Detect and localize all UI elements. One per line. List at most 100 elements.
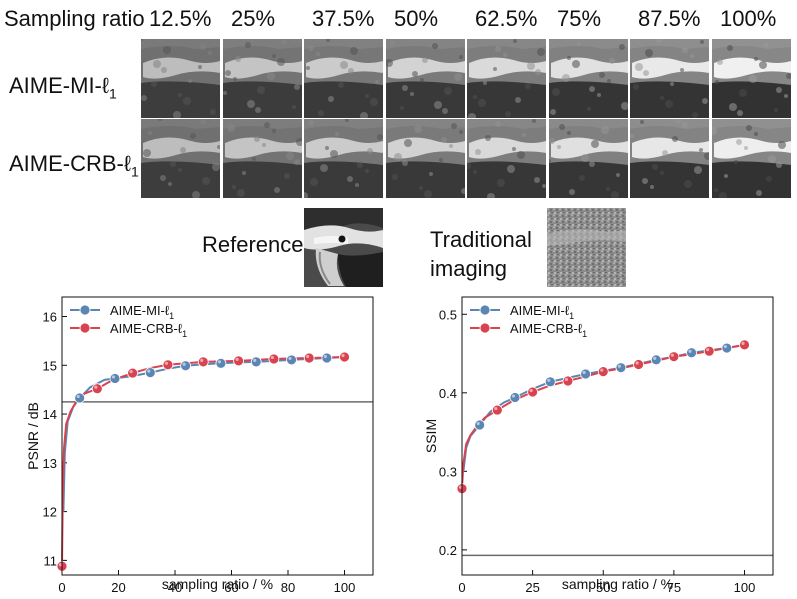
psnr-point-highlight-mi-4: [217, 360, 222, 364]
ssim-point-mi-4: [615, 362, 627, 374]
reconstruction-crb-2: [304, 119, 383, 198]
ssim-point-highlight-crb-7: [706, 348, 710, 352]
traditional-imaging-label: Traditional imaging: [430, 227, 532, 281]
reconstruction-mi-5: [549, 39, 628, 118]
ssim-chart: 0 25 50 75 100 0.2 0.3 0.4 0.5 AIME-MI-ℓ1AIME-CRB…: [423, 296, 774, 595]
reconstruction-mi-3: [386, 39, 465, 118]
ssim-legend-label-0: AIME-MI-ℓ1: [510, 303, 574, 321]
ssim-xtick-label-3: 75: [667, 580, 681, 595]
psnr-xlabel: sampling ratio / %: [162, 576, 273, 592]
ssim-xtick-label-1: 25: [525, 580, 539, 595]
reconstruction-mi-1: [223, 39, 302, 118]
ratio-header-6: 87.5%: [638, 6, 701, 31]
psnr-ytick-label-3: 14: [43, 407, 57, 422]
psnr-point-highlight-mi-1: [111, 375, 116, 379]
reconstruction-mi-6: [630, 39, 709, 118]
ssim-point-highlight-crb-6: [670, 353, 674, 357]
reconstruction-crb-1: [223, 119, 302, 198]
psnr-xtick-label-5: 100: [334, 580, 356, 595]
row-label-aime-mi: AIME-MI-ℓ1: [9, 73, 117, 102]
row-label-aime-crb: AIME-CRB-ℓ1: [9, 151, 139, 180]
ssim-point-mi-1: [509, 392, 521, 403]
psnr-point-highlight-crb-3: [164, 361, 169, 365]
ssim-point-highlight-crb-3: [564, 377, 569, 382]
ssim-point-mi-0: [474, 419, 486, 431]
psnr-legend-marker-1: [79, 322, 91, 334]
reconstruction-crb-5: [549, 119, 628, 198]
psnr-xtick-label-3: 60: [224, 580, 238, 595]
ssim-point-highlight-crb-4: [600, 368, 604, 372]
psnr-point-crb-6: [268, 353, 280, 365]
psnr-point-crb-1: [91, 383, 103, 395]
psnr-point-mi-1: [109, 373, 121, 384]
ssim-xlabel: sampling ratio / %: [562, 576, 673, 592]
psnr-ylabel: PSNR / dB: [25, 402, 41, 470]
ssim-ytick-label-0: 0.2: [439, 543, 457, 558]
psnr-xtick-label-0: 0: [58, 580, 65, 595]
sampling-ratio-header: Sampling ratio: [4, 6, 145, 31]
psnr-frame: [61, 296, 374, 576]
psnr-point-crb-3: [162, 359, 174, 371]
ssim-point-crb-2: [527, 386, 539, 398]
psnr-point-mi-2: [144, 367, 156, 378]
ssim-ytick-label-2: 0.4: [439, 386, 457, 401]
psnr-point-mi-0: [74, 392, 86, 404]
ssim-legend-marker-1: [479, 322, 491, 334]
ssim-point-crb-5: [633, 359, 644, 370]
psnr-ytick-label-4: 15: [43, 358, 57, 373]
ssim-point-mi-7: [721, 342, 733, 354]
psnr-point-crb-7: [303, 352, 315, 364]
psnr-legend-marker-0: [79, 304, 91, 316]
psnr-ytick-label-1: 12: [43, 505, 57, 520]
psnr-point-mi-3: [180, 360, 191, 372]
psnr-xtick-label-1: 20: [111, 580, 125, 595]
ssim-point-highlight-mi-3: [582, 370, 586, 375]
ratio-header-5: 75%: [557, 6, 602, 31]
ssim-point-crb-7: [703, 345, 715, 357]
ssim-xtick-label-2: 50: [596, 580, 610, 595]
ratio-header-4: 62.5%: [475, 6, 538, 31]
reconstruction-mi-0: [141, 39, 220, 118]
reconstruction-crb-4: [467, 119, 546, 198]
psnr-point-highlight-crb-7: [306, 354, 310, 359]
ssim-point-crb-3: [562, 375, 574, 387]
ssim-point-highlight-crb-8: [741, 341, 745, 346]
psnr-ytick-label-0: 11: [44, 553, 58, 568]
reconstruction-crb-0: [141, 119, 220, 198]
ssim-point-mi-5: [650, 354, 662, 366]
ssim-point-highlight-mi-1: [511, 394, 516, 398]
psnr-point-highlight-mi-5: [253, 358, 257, 362]
psnr-point-highlight-mi-0: [76, 394, 80, 399]
ssim-point-crb-8: [739, 339, 750, 351]
ssim-point-highlight-crb-5: [635, 361, 639, 365]
ssim-point-highlight-crb-1: [494, 406, 498, 411]
psnr-point-highlight-crb-1: [94, 385, 98, 389]
ssim-xtick-label-4: 100: [734, 580, 756, 595]
reference-label: Reference: [202, 232, 304, 257]
psnr-point-mi-5: [250, 356, 262, 368]
ssim-point-highlight-mi-5: [653, 356, 657, 360]
psnr-point-mi-4: [215, 357, 227, 369]
ratio-header-1: 25%: [231, 6, 276, 31]
psnr-legend-label-1: AIME-CRB-ℓ1: [110, 321, 187, 339]
ssim-point-mi-3: [580, 368, 591, 380]
ssim-ylabel: SSIM: [423, 419, 439, 453]
psnr-point-crb-4: [197, 356, 209, 368]
psnr-xtick-label-2: 40: [168, 580, 182, 595]
ssim-point-mi-2: [544, 376, 556, 388]
psnr-point-highlight-crb-8: [341, 353, 345, 358]
psnr-line-mi: [62, 356, 345, 512]
reference-image: [304, 208, 383, 287]
psnr-point-crb-2: [127, 367, 139, 379]
ssim-xtick-label-0: 0: [458, 580, 465, 595]
psnr-point-crb-5: [233, 355, 244, 367]
psnr-point-highlight-crb-0: [58, 563, 63, 567]
psnr-chart: 0 20 40 60 80 100 11 12 13 14 15 16 AIME-MI-ℓ1AIME-C…: [25, 296, 374, 595]
ssim-legend-marker-0: [479, 304, 491, 316]
psnr-point-crb-8: [339, 351, 350, 363]
psnr-point-highlight-mi-2: [147, 369, 151, 373]
psnr-point-highlight-crb-2: [129, 369, 133, 374]
psnr-point-mi-6: [286, 354, 297, 366]
ssim-point-crb-1: [491, 404, 503, 416]
psnr-point-highlight-crb-5: [235, 357, 239, 361]
